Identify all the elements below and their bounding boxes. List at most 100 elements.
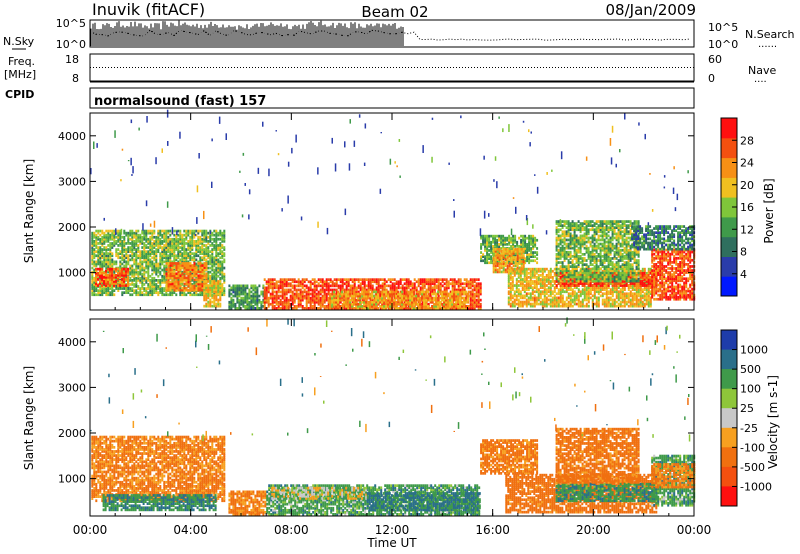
power-echo-cell [171, 272, 174, 276]
power-echo-cell [137, 266, 140, 270]
power-echo-cell [510, 245, 513, 248]
power-echo-cell [514, 256, 517, 259]
power-echo-cell [508, 258, 511, 261]
power-echo-cell [117, 267, 119, 271]
power-echo-cell [171, 262, 174, 265]
power-echo-cell [91, 254, 94, 258]
power-echo-cell [399, 307, 402, 310]
power-echo-cell [465, 278, 468, 281]
power-echo-cell [279, 298, 282, 302]
power-echo-cell [103, 240, 106, 243]
power-echo-cell [411, 282, 414, 286]
power-echo-cell [287, 282, 290, 286]
power-echo-cell [145, 250, 148, 253]
power-echo-cell [536, 247, 539, 250]
power-echo-cell [490, 255, 493, 258]
power-echo-cell [455, 280, 458, 284]
power-echo-cell [238, 298, 241, 302]
power-echo-cell [111, 254, 114, 258]
power-echo-cell [189, 282, 192, 286]
power-echo-cell [143, 293, 146, 297]
power-echo-cell [97, 267, 99, 271]
power-echo-cell [359, 278, 362, 281]
power-echo-cell [173, 266, 176, 269]
power-echo-cell [165, 262, 168, 265]
power-echo-cell [111, 246, 114, 249]
power-echo-cell [387, 290, 390, 294]
power-echo-cell [453, 302, 456, 306]
power-echo-cell [97, 237, 100, 241]
power-echo-cell [349, 284, 352, 288]
power-echo-cell [95, 260, 98, 264]
power-echo-cell [504, 268, 507, 272]
power-echo-cell [113, 235, 116, 239]
power-echo-cell [131, 235, 134, 239]
power-echo-cell [545, 296, 548, 300]
power-echo-cell [469, 278, 472, 281]
power-echo-cell [219, 302, 222, 306]
power-echo-cell [488, 261, 491, 265]
power-echo-cell [99, 250, 102, 253]
power-echo-cell [511, 271, 514, 275]
power-echo-cell [91, 266, 94, 270]
power-echo-cell [371, 278, 374, 281]
power-echo-cell [135, 264, 138, 268]
power-echo-cell [115, 235, 118, 239]
power-echo-cell [441, 302, 444, 306]
power-echo-cell [145, 287, 148, 290]
power-echo-cell [91, 279, 94, 282]
power-echo-cell [339, 284, 342, 288]
power-echo-cell [105, 258, 108, 262]
power-echo-cell [303, 294, 306, 298]
power-echo-cell [469, 290, 472, 294]
power-echo-cell [121, 291, 124, 294]
power-echo-cell [119, 260, 122, 264]
power-echo-cell [571, 288, 574, 291]
power-echo-cell [101, 284, 103, 287]
power-echo-cell [365, 300, 368, 304]
power-echo-cell [463, 278, 466, 281]
power-echo-cell [181, 252, 184, 255]
power-echo-cell [197, 270, 200, 273]
power-echo-cell [179, 291, 182, 294]
power-echo-cell [539, 300, 542, 304]
power-echo-cell [131, 252, 134, 255]
power-echo-cell [109, 284, 111, 287]
power-echo-cell [107, 254, 110, 258]
power-echo-cell [315, 284, 318, 288]
power-echo-cell [155, 283, 158, 286]
power-echo-cell [125, 233, 128, 237]
power-echo-cell [463, 305, 466, 308]
power-echo-cell [565, 302, 568, 306]
power-echo-cell [115, 274, 117, 277]
power-echo-cell [511, 276, 514, 279]
power-echo-cell [141, 281, 144, 284]
cpid-panel-frame [89, 87, 695, 109]
power-echo-cell [175, 289, 178, 292]
power-echo-cell [230, 286, 233, 290]
power-echo-cell [511, 267, 514, 271]
power-echo-cell [131, 233, 134, 237]
power-echo-cell [506, 264, 509, 268]
power-echo-cell [197, 264, 200, 268]
power-echo-cell [379, 278, 382, 281]
power-echo-cell [391, 290, 394, 294]
power-echo-cell [205, 302, 208, 306]
power-echo-cell [93, 256, 96, 260]
power-echo-cell [147, 246, 150, 249]
power-echo-cell [399, 298, 402, 302]
power-echo-cell [217, 274, 220, 278]
power-echo-cell [135, 231, 138, 235]
power-echo-cell [533, 290, 536, 294]
power-echo-cell [91, 237, 94, 241]
power-echo-cell [133, 274, 136, 278]
power-echo-cell [109, 229, 112, 233]
power-echo-cell [169, 229, 172, 233]
power-echo-cell [139, 272, 142, 276]
power-echo-cell [209, 274, 212, 278]
power-echo-cell [211, 242, 214, 245]
power-echo-cell [113, 240, 116, 243]
power-echo-cell [555, 292, 558, 296]
power-echo-cell [421, 278, 424, 281]
power-echo-cell [121, 293, 124, 297]
